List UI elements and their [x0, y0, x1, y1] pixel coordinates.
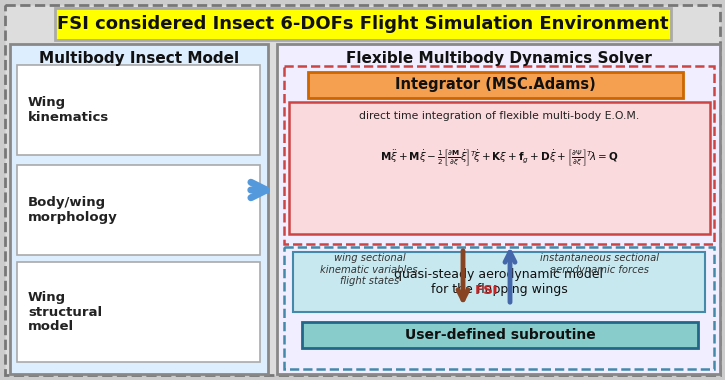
Text: FSI considered Insect 6-DOFs Flight Simulation Environment: FSI considered Insect 6-DOFs Flight Simu… [57, 15, 668, 33]
Text: wing sectional
kinematic variables,
flight states: wing sectional kinematic variables, flig… [320, 253, 420, 286]
Text: quasi-steady aerodynamic model
for the flapping wings: quasi-steady aerodynamic model for the f… [394, 268, 603, 296]
Text: Body/wing
morphology: Body/wing morphology [28, 196, 117, 224]
Text: direct time integration of flexible multi-body E.O.M.: direct time integration of flexible mult… [359, 111, 639, 121]
Bar [284, 66, 714, 244]
Bar [284, 247, 714, 369]
Bar [293, 252, 705, 312]
Bar [277, 44, 720, 374]
Bar [17, 262, 260, 362]
Bar [10, 44, 268, 374]
Text: $\mathbf{M}\ddot{\xi}+\mathbf{M}\dot{\xi}-\frac{1}{2}\left[\frac{\partial\mathbf: $\mathbf{M}\ddot{\xi}+\mathbf{M}\dot{\xi… [380, 148, 618, 168]
Text: instantaneous sectional
aerodynamic forces: instantaneous sectional aerodynamic forc… [541, 253, 660, 275]
Text: Flexible Multibody Dynamics Solver: Flexible Multibody Dynamics Solver [346, 51, 652, 65]
Text: User-defined subroutine: User-defined subroutine [405, 328, 595, 342]
Text: Integrator (MSC.Adams): Integrator (MSC.Adams) [394, 78, 595, 92]
Bar [17, 165, 260, 255]
Bar [17, 65, 260, 155]
Text: Multibody Insect Model: Multibody Insect Model [39, 51, 239, 65]
Bar [302, 322, 698, 348]
Text: Wing
structural
model: Wing structural model [28, 290, 102, 334]
Bar [308, 72, 683, 98]
Text: FSI: FSI [475, 283, 499, 296]
Bar [55, 8, 671, 40]
Text: Wing
kinematics: Wing kinematics [28, 96, 109, 124]
Bar [289, 102, 710, 234]
